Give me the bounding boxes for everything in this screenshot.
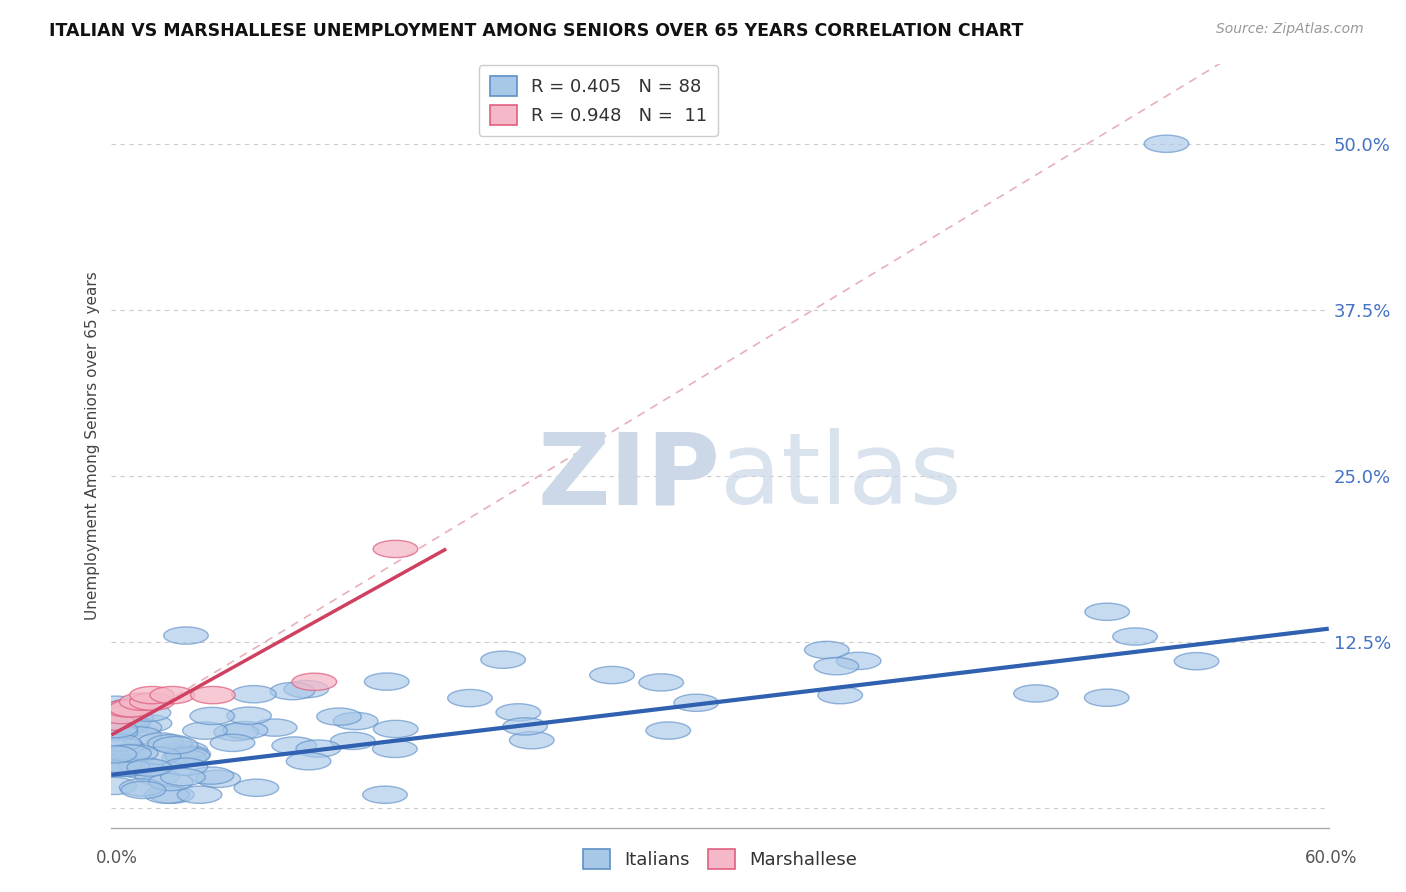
Text: atlas: atlas bbox=[720, 428, 962, 525]
Legend: R = 0.405   N = 88, R = 0.948   N =  11: R = 0.405 N = 88, R = 0.948 N = 11 bbox=[478, 65, 718, 136]
Text: 60.0%: 60.0% bbox=[1305, 848, 1357, 866]
Text: Source: ZipAtlas.com: Source: ZipAtlas.com bbox=[1216, 22, 1364, 37]
Text: ITALIAN VS MARSHALLESE UNEMPLOYMENT AMONG SENIORS OVER 65 YEARS CORRELATION CHAR: ITALIAN VS MARSHALLESE UNEMPLOYMENT AMON… bbox=[49, 22, 1024, 40]
Text: 0.0%: 0.0% bbox=[96, 848, 138, 866]
Y-axis label: Unemployment Among Seniors over 65 years: Unemployment Among Seniors over 65 years bbox=[86, 272, 100, 620]
Text: ZIP: ZIP bbox=[537, 428, 720, 525]
